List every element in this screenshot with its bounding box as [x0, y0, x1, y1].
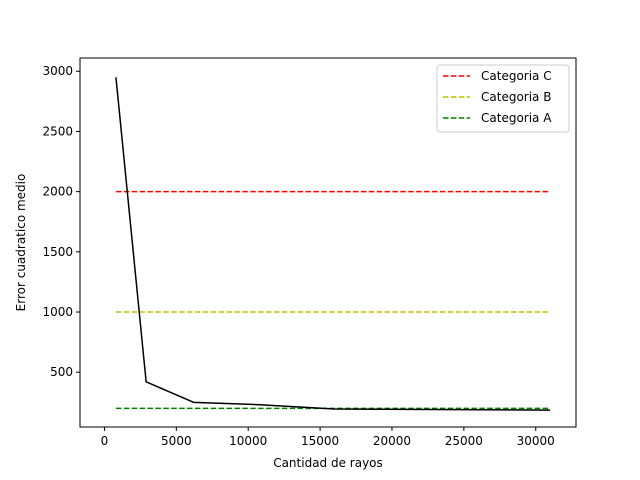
x-tick-label: 30000 — [517, 434, 555, 448]
legend-box — [436, 64, 570, 133]
legend-label: Categoria C — [481, 69, 552, 83]
x-tick-label: 5000 — [161, 434, 192, 448]
x-tick-label: 0 — [101, 434, 109, 448]
x-tick-label: 10000 — [229, 434, 267, 448]
plot-area — [79, 57, 577, 428]
x-tick-label: 15000 — [301, 434, 339, 448]
legend-label: Categoria A — [481, 111, 552, 125]
y-tick-label: 3000 — [42, 64, 73, 78]
series-line-main — [115, 77, 551, 411]
y-tick-label: 2000 — [42, 185, 73, 199]
y-axis-ticks: 500 1000 1500 2000 2500 3000 — [42, 64, 80, 379]
y-tick-label: 1000 — [42, 305, 73, 319]
x-tick-label: 20000 — [373, 434, 411, 448]
y-axis-label: Error cuadratico medio — [14, 174, 28, 312]
x-axis-ticks: 0 5000 10000 15000 20000 25000 30000 — [101, 427, 555, 448]
series-layer — [115, 77, 551, 411]
y-tick-label: 2500 — [42, 124, 73, 138]
y-tick-label: 1500 — [42, 245, 73, 259]
legend-label: Categoria B — [481, 90, 551, 104]
x-tick-label: 25000 — [445, 434, 483, 448]
legend: Categoria C Categoria B Categoria A — [436, 64, 570, 133]
axes-frame — [79, 57, 577, 428]
y-tick-label: 500 — [50, 365, 73, 379]
x-axis-label: Cantidad de rayos — [273, 456, 383, 470]
